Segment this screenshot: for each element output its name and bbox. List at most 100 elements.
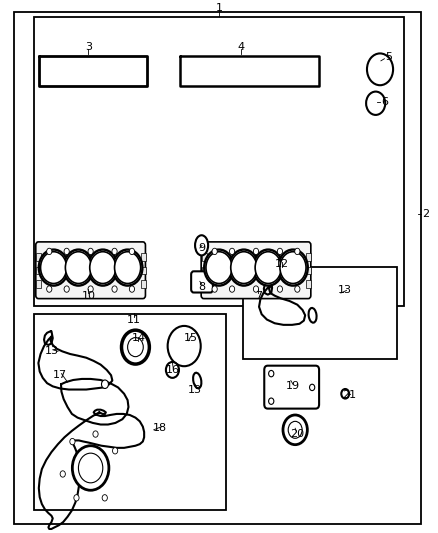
Circle shape xyxy=(295,286,300,292)
Circle shape xyxy=(283,415,307,445)
Circle shape xyxy=(88,249,117,286)
Circle shape xyxy=(88,248,93,255)
Text: 18: 18 xyxy=(153,423,167,433)
Circle shape xyxy=(72,446,109,490)
Circle shape xyxy=(113,249,142,286)
FancyBboxPatch shape xyxy=(191,271,213,293)
Circle shape xyxy=(64,248,69,255)
Circle shape xyxy=(102,380,109,389)
FancyBboxPatch shape xyxy=(36,242,145,298)
Circle shape xyxy=(229,249,258,286)
Text: 10: 10 xyxy=(81,290,95,301)
Circle shape xyxy=(280,252,306,284)
FancyBboxPatch shape xyxy=(201,242,311,298)
Text: 19: 19 xyxy=(286,381,300,391)
FancyBboxPatch shape xyxy=(264,366,319,409)
Circle shape xyxy=(70,439,75,445)
Circle shape xyxy=(60,471,65,477)
Text: 8: 8 xyxy=(198,281,205,292)
Circle shape xyxy=(230,248,235,255)
Circle shape xyxy=(206,252,232,284)
Bar xyxy=(141,253,146,261)
Text: 21: 21 xyxy=(343,390,357,400)
Ellipse shape xyxy=(309,308,317,322)
Text: 5: 5 xyxy=(385,52,392,62)
Bar xyxy=(36,266,42,274)
Bar xyxy=(243,266,397,359)
Circle shape xyxy=(268,398,274,405)
Circle shape xyxy=(168,326,201,366)
Bar xyxy=(141,280,146,288)
Circle shape xyxy=(88,286,93,292)
Ellipse shape xyxy=(193,373,201,389)
Text: 20: 20 xyxy=(290,429,304,439)
Circle shape xyxy=(288,422,302,438)
Bar xyxy=(34,18,404,306)
Circle shape xyxy=(253,249,283,286)
Bar xyxy=(36,253,42,261)
Circle shape xyxy=(166,362,179,378)
Circle shape xyxy=(113,448,118,454)
Bar xyxy=(306,266,311,274)
Text: 12: 12 xyxy=(275,259,289,269)
Circle shape xyxy=(255,252,281,284)
Text: 9: 9 xyxy=(198,243,205,253)
Circle shape xyxy=(230,286,235,292)
Text: 15: 15 xyxy=(184,333,198,343)
Circle shape xyxy=(39,249,68,286)
Circle shape xyxy=(112,286,117,292)
Circle shape xyxy=(212,286,217,292)
Bar xyxy=(141,266,146,274)
Circle shape xyxy=(231,252,257,284)
Circle shape xyxy=(65,252,92,284)
Text: 17: 17 xyxy=(53,370,67,380)
Bar xyxy=(201,253,207,261)
Ellipse shape xyxy=(195,235,208,255)
Circle shape xyxy=(129,248,134,255)
Circle shape xyxy=(64,249,93,286)
Circle shape xyxy=(253,248,258,255)
Circle shape xyxy=(204,249,234,286)
Circle shape xyxy=(41,252,67,284)
Circle shape xyxy=(64,286,69,292)
Circle shape xyxy=(268,370,274,377)
Bar xyxy=(201,266,207,274)
Text: 13: 13 xyxy=(338,285,352,295)
Circle shape xyxy=(102,495,107,501)
Text: 11: 11 xyxy=(127,314,141,325)
Circle shape xyxy=(78,453,103,483)
Circle shape xyxy=(295,248,300,255)
Text: 14: 14 xyxy=(131,333,145,343)
Circle shape xyxy=(115,252,141,284)
Circle shape xyxy=(47,248,52,255)
Circle shape xyxy=(112,248,117,255)
Circle shape xyxy=(129,286,134,292)
Circle shape xyxy=(212,248,217,255)
Text: 6: 6 xyxy=(381,97,388,107)
Bar xyxy=(34,314,226,511)
Circle shape xyxy=(277,286,283,292)
Circle shape xyxy=(74,495,79,501)
Bar xyxy=(306,280,311,288)
Text: 13: 13 xyxy=(188,384,202,394)
Circle shape xyxy=(47,286,52,292)
Circle shape xyxy=(121,330,149,364)
Bar xyxy=(306,253,311,261)
Circle shape xyxy=(127,337,143,357)
Bar xyxy=(36,280,42,288)
Text: 4: 4 xyxy=(237,42,244,52)
Text: 3: 3 xyxy=(85,42,92,52)
Text: 16: 16 xyxy=(166,365,180,375)
Text: 13: 13 xyxy=(44,346,58,357)
Circle shape xyxy=(90,252,116,284)
Circle shape xyxy=(253,286,258,292)
Circle shape xyxy=(341,389,349,399)
Circle shape xyxy=(310,384,315,391)
Text: 7: 7 xyxy=(254,290,262,301)
Bar xyxy=(201,280,207,288)
Circle shape xyxy=(278,249,308,286)
Circle shape xyxy=(93,431,98,437)
Circle shape xyxy=(277,248,283,255)
Text: 2: 2 xyxy=(422,208,429,219)
Text: 1: 1 xyxy=(215,3,223,13)
